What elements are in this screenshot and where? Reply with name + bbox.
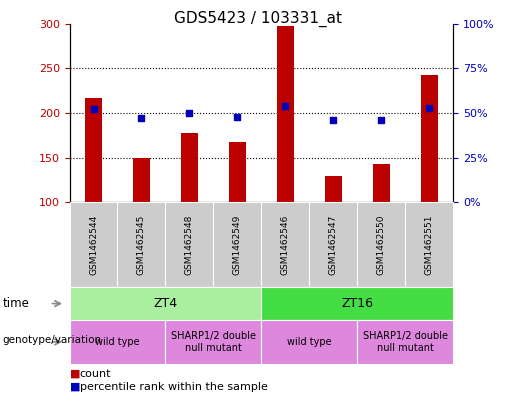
- Text: ■: ■: [70, 382, 80, 392]
- Text: ZT4: ZT4: [153, 297, 178, 310]
- Point: [425, 105, 433, 111]
- Text: percentile rank within the sample: percentile rank within the sample: [80, 382, 268, 392]
- Bar: [181, 133, 198, 202]
- Text: wild type: wild type: [95, 337, 140, 347]
- Bar: [133, 158, 150, 202]
- Text: GSM1462544: GSM1462544: [89, 215, 98, 275]
- Text: GSM1462551: GSM1462551: [425, 215, 434, 275]
- Text: SHARP1/2 double
null mutant: SHARP1/2 double null mutant: [363, 331, 448, 353]
- Point: [377, 117, 385, 123]
- Point: [138, 115, 146, 121]
- Text: GSM1462545: GSM1462545: [137, 215, 146, 275]
- Text: SHARP1/2 double
null mutant: SHARP1/2 double null mutant: [171, 331, 256, 353]
- Text: GSM1462549: GSM1462549: [233, 215, 242, 275]
- Point: [90, 106, 98, 112]
- Text: GSM1462547: GSM1462547: [329, 215, 338, 275]
- Text: ■: ■: [70, 369, 80, 379]
- Bar: [421, 75, 438, 202]
- Text: GSM1462546: GSM1462546: [281, 215, 290, 275]
- Text: GSM1462548: GSM1462548: [185, 215, 194, 275]
- Bar: [277, 26, 294, 202]
- Text: GSM1462550: GSM1462550: [377, 215, 386, 275]
- Text: GDS5423 / 103331_at: GDS5423 / 103331_at: [174, 11, 341, 27]
- Bar: [229, 143, 246, 202]
- Text: genotype/variation: genotype/variation: [3, 335, 101, 345]
- Text: wild type: wild type: [287, 337, 332, 347]
- Point: [281, 103, 289, 109]
- Point: [233, 114, 242, 120]
- Point: [185, 110, 194, 116]
- Bar: [85, 98, 102, 202]
- Point: [329, 117, 337, 123]
- Text: ZT16: ZT16: [341, 297, 373, 310]
- Text: time: time: [3, 297, 29, 310]
- Bar: [373, 164, 390, 202]
- Text: count: count: [80, 369, 111, 379]
- Bar: [325, 176, 341, 202]
